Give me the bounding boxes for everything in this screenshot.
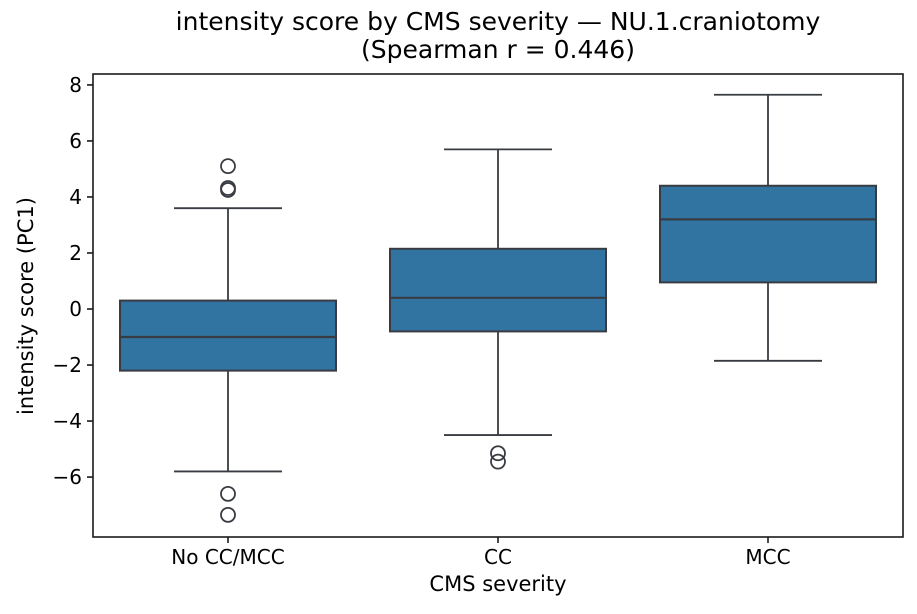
outlier-point [490,445,506,462]
chart-subtitle: (Spearman r = 0.446) [361,35,635,64]
iqr-box [389,247,607,333]
y-tick-label: 6 [69,129,82,153]
y-tick-label: 8 [69,73,82,97]
y-tick-label: −2 [53,353,82,377]
outlier-point [220,158,236,175]
iqr-box [659,184,877,284]
y-tick-label: 4 [69,185,82,209]
outlier-point [220,182,236,198]
x-tick-label: No CC/MCC [171,545,284,569]
x-tick-label: MCC [745,545,790,569]
outlier-point [490,453,506,470]
x-axis-label: CMS severity [429,572,567,596]
outlier-point [220,506,236,523]
chart-title: intensity score by CMS severity — NU.1.c… [175,7,821,36]
x-tick-label: CC [484,545,512,569]
y-tick-label: 0 [69,297,82,321]
y-tick-label: −4 [53,409,82,433]
y-tick-label: 2 [69,241,82,265]
iqr-box [119,299,337,372]
y-tick-label: −6 [53,465,82,489]
chart-title-block: intensity score by CMS severity — NU.1.c… [93,8,903,64]
outlier-point [220,485,236,502]
